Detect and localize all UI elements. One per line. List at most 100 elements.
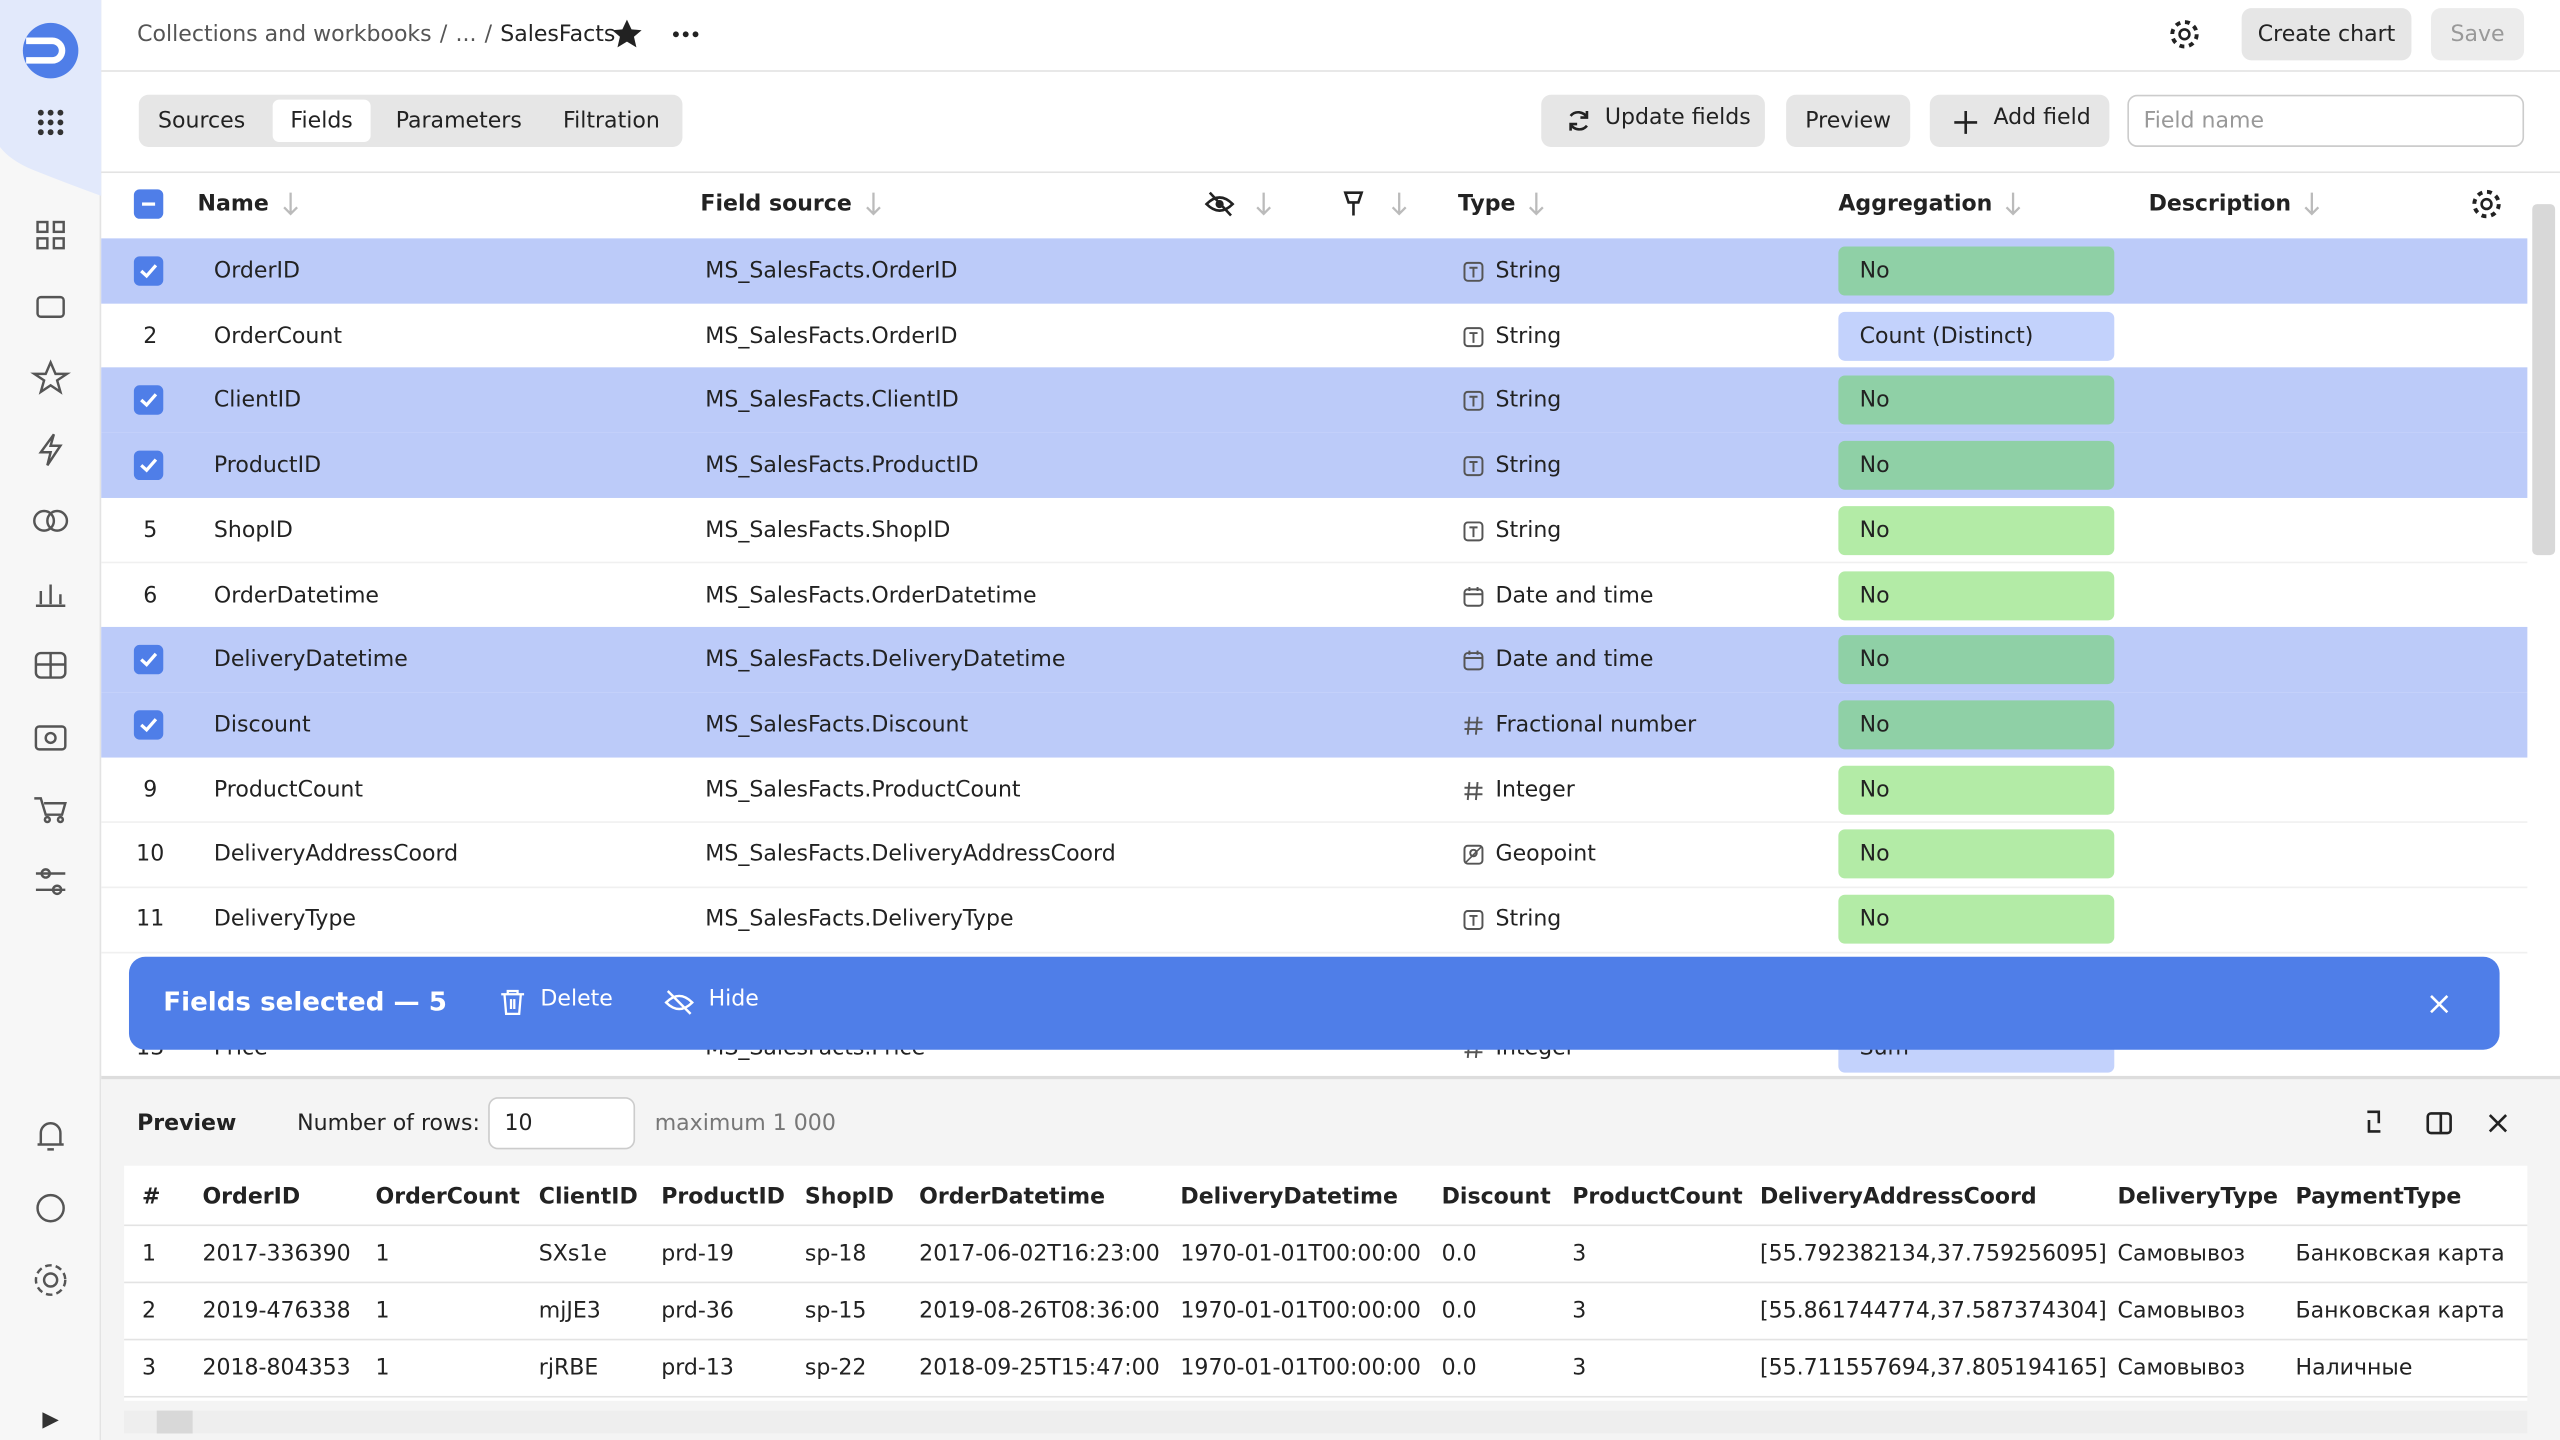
divider xyxy=(101,171,2560,174)
field-type: String xyxy=(1495,517,1562,544)
preview-cell: Самовывоз xyxy=(2117,1240,2246,1267)
search-input[interactable]: Field name xyxy=(2127,94,2525,147)
field-type: String xyxy=(1495,257,1562,285)
field-source: MS_SalesFacts.DeliveryType xyxy=(705,906,1014,933)
preview-cell: sp-18 xyxy=(804,1240,867,1267)
sort-icon xyxy=(2304,192,2320,216)
separator: / xyxy=(484,21,493,48)
preview-column-header: DeliveryType xyxy=(2117,1183,2278,1210)
tab[interactable]: Sources xyxy=(158,107,246,134)
preview-cell: rjRBE xyxy=(538,1355,599,1382)
type-icon xyxy=(1463,456,1484,477)
row-number: 5 xyxy=(143,517,158,544)
checkbox xyxy=(133,385,164,416)
preview-cell: 3 xyxy=(1572,1297,1587,1325)
preview-cell: Банковская карта xyxy=(2295,1240,2505,1267)
sort-icon xyxy=(1528,192,1544,216)
hidden-column-icon xyxy=(1204,191,1235,217)
aggregation-select[interactable]: No xyxy=(1838,570,2115,620)
preview-title: Preview xyxy=(137,1110,237,1137)
delete-button[interactable]: Delete xyxy=(540,986,613,1013)
hide-button[interactable]: Hide xyxy=(708,986,759,1013)
sort-icon xyxy=(866,192,881,216)
checkbox xyxy=(133,256,164,286)
preview-cell: 0.0 xyxy=(1441,1297,1477,1325)
breadcrumb-item[interactable]: SalesFacts xyxy=(500,21,616,48)
settings-icon xyxy=(2472,189,2501,219)
preview-cell: 0.0 xyxy=(1441,1355,1477,1382)
sidebar xyxy=(0,0,102,1440)
column-header: Type xyxy=(1457,191,1516,218)
row-divider xyxy=(101,886,2528,888)
aggregation-select[interactable]: No xyxy=(1838,376,2115,426)
sort-icon xyxy=(1256,192,1272,216)
row-highlight xyxy=(101,367,2528,434)
preview-button[interactable]: Preview xyxy=(1786,94,1911,147)
field-source: MS_SalesFacts.Discount xyxy=(705,711,969,738)
tabs-group xyxy=(138,94,683,147)
type-icon xyxy=(1463,391,1484,412)
column-header: Description xyxy=(2148,191,2292,218)
type-icon xyxy=(1464,781,1483,800)
checkbox xyxy=(133,189,164,219)
field-type: Date and time xyxy=(1495,646,1654,673)
row-highlight xyxy=(101,238,2528,304)
column-header: Aggregation xyxy=(1838,191,1993,218)
separator: / xyxy=(439,21,448,48)
aggregation-select[interactable]: No xyxy=(1838,246,2115,296)
preview-cell: prd-19 xyxy=(661,1240,734,1267)
type-icon xyxy=(1463,845,1484,866)
aggregation-select[interactable]: No xyxy=(1838,765,2115,815)
preview-cell: 2019-08-26T08:36:00 xyxy=(919,1297,1160,1325)
breadcrumb-item[interactable]: Collections and workbooks xyxy=(137,21,432,48)
preview-cell: 3 xyxy=(1572,1355,1587,1382)
field-name: OrderID xyxy=(213,257,300,285)
preview-cell: 0.0 xyxy=(1441,1240,1477,1267)
field-source: MS_SalesFacts.OrderID xyxy=(705,257,958,285)
close-icon[interactable] xyxy=(2429,994,2449,1014)
preview-cell: 3 xyxy=(1572,1240,1587,1267)
create-chart-button[interactable]: Create chart xyxy=(2241,8,2412,61)
rows-input[interactable]: 10 xyxy=(488,1097,636,1150)
preview-column-header: DeliveryAddressCoord xyxy=(1759,1183,2037,1210)
aggregation-select[interactable]: No xyxy=(1838,829,2115,879)
aggregation-select[interactable]: No xyxy=(1838,505,2115,555)
field-type: String xyxy=(1495,322,1562,349)
update-fields-button[interactable]: Update fields xyxy=(1541,94,1765,147)
field-source: MS_SalesFacts.DeliveryDatetime xyxy=(705,646,1066,673)
field-source: MS_SalesFacts.DeliveryAddressCoord xyxy=(705,841,1116,868)
type-icon xyxy=(1463,586,1484,606)
preview-cell: Самовывоз xyxy=(2117,1297,2246,1325)
row-highlight xyxy=(101,692,2528,758)
aggregation-select[interactable]: No xyxy=(1838,635,2115,685)
preview-cell: 3 xyxy=(142,1355,157,1382)
preview-column-header: DeliveryDatetime xyxy=(1180,1183,1398,1210)
delete-icon xyxy=(501,989,525,1016)
breadcrumb: Collections and workbooks /... / SalesFacts xyxy=(137,18,615,51)
max-label: maximum 1 000 xyxy=(654,1110,836,1137)
scrollbar xyxy=(2532,204,2556,556)
preview-cell: SXs1e xyxy=(538,1240,607,1267)
checkbox xyxy=(133,645,164,675)
aggregation-select[interactable]: No xyxy=(1838,440,2115,490)
tab[interactable]: Fields xyxy=(272,99,371,143)
type-icon xyxy=(1463,910,1484,930)
tab[interactable]: Parameters xyxy=(395,107,522,134)
tab[interactable]: Filtration xyxy=(563,107,660,134)
preview-cell: [55.792382134,37.759256095] xyxy=(1759,1240,2107,1267)
preview-column-header: ProductCount xyxy=(1572,1183,1743,1210)
preview-cell: 1970-01-01T00:00:00 xyxy=(1180,1297,1421,1325)
breadcrumb-item[interactable]: ... xyxy=(455,21,477,48)
field-name: DeliveryAddressCoord xyxy=(213,841,459,868)
aggregation-select[interactable]: Count (Distinct) xyxy=(1838,311,2115,361)
aggregation-select[interactable]: No xyxy=(1838,894,2115,944)
preview-column-header: ShopID xyxy=(804,1183,894,1210)
add-field-button[interactable]: Add field xyxy=(1929,94,2110,147)
type-icon xyxy=(1463,650,1484,671)
sort-icon xyxy=(1391,192,1407,216)
aggregation-select[interactable]: No xyxy=(1838,700,2115,750)
save-button[interactable]: Save xyxy=(2431,8,2525,61)
field-name: ProductID xyxy=(213,452,322,479)
type-icon xyxy=(1463,326,1484,347)
